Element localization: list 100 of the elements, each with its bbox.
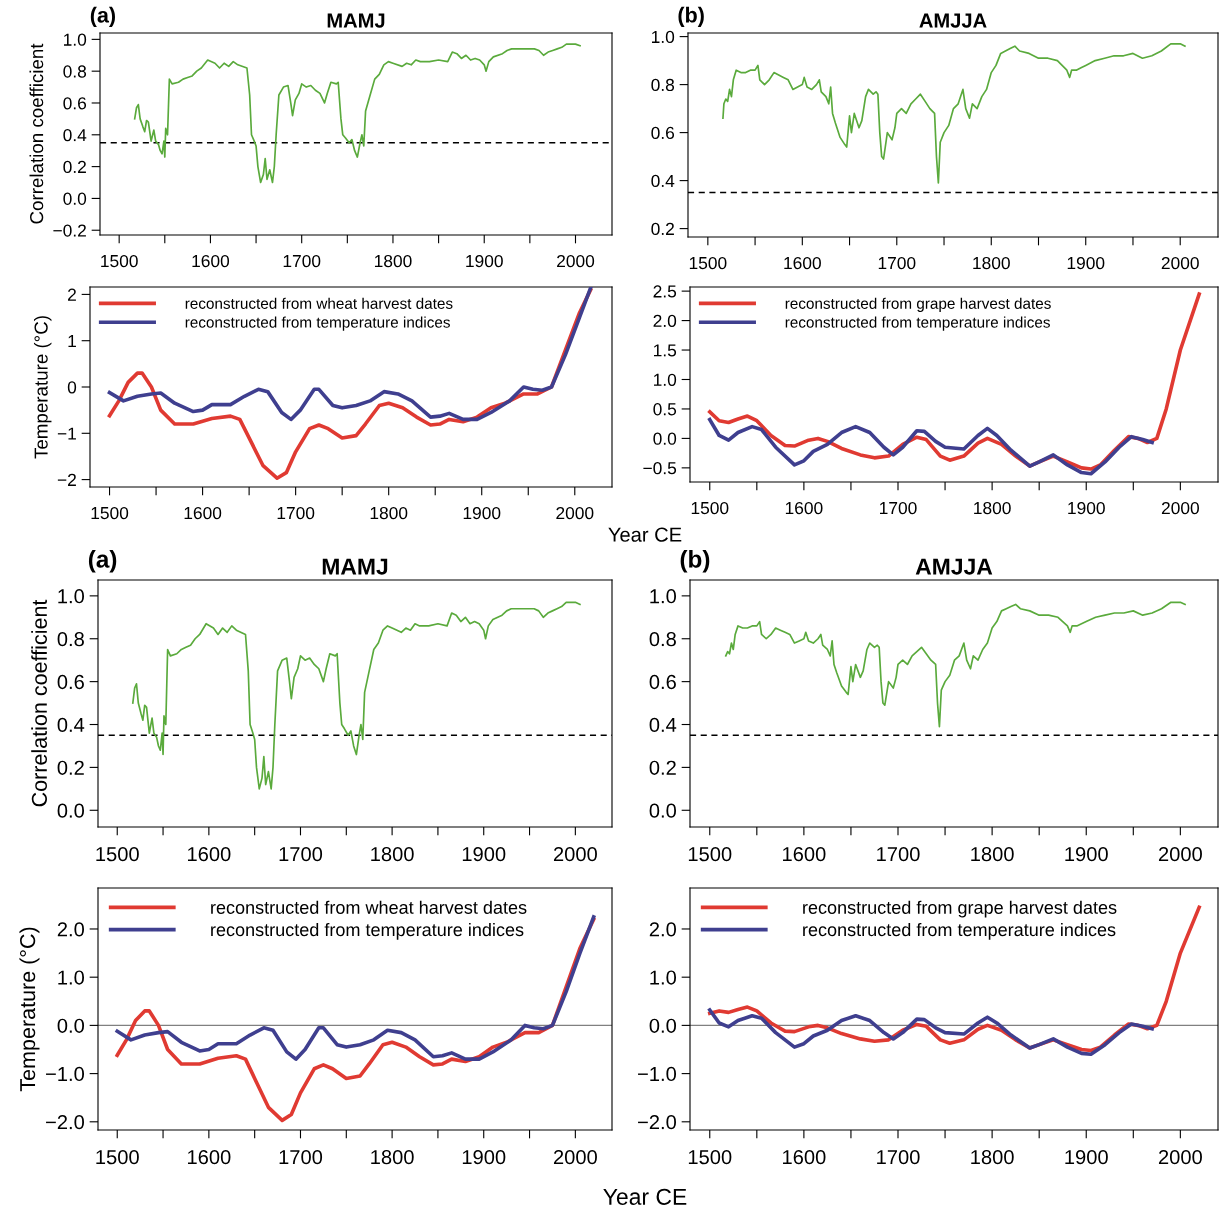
y-tick-label: 2.5 — [653, 285, 677, 298]
y-tick-label: 0.8 — [57, 631, 84, 647]
x-tick-label: 1800 — [371, 846, 414, 862]
x-tick-label: 1700 — [877, 1149, 920, 1165]
y-tick-label: 0.6 — [651, 126, 675, 140]
x-tick-label: 1500 — [96, 846, 139, 862]
y-tick-label: 0.4 — [649, 717, 677, 733]
legend-label: reconstructed from wheat harvest dates — [211, 900, 527, 914]
y-tick-label: 1 — [68, 335, 76, 347]
text: (a) — [88, 549, 117, 573]
y-tick-label: 1.0 — [650, 970, 677, 985]
chart-title: MAMJ — [327, 13, 385, 28]
text: (a) — [90, 6, 115, 27]
y-tick-label: 1.5 — [654, 344, 677, 357]
legend-label: reconstructed from grape harvest dates — [785, 297, 1051, 312]
y-tick-label: 1.0 — [650, 589, 677, 604]
x-tick-label: 1700 — [880, 501, 917, 515]
x-tick-label: 1800 — [374, 254, 412, 268]
x-tick-label: 1600 — [785, 501, 823, 515]
y-axis-title: Correlation coefficient — [29, 43, 44, 224]
line-series — [131, 601, 581, 790]
legend-label: reconstructed from grape harvest dates — [803, 900, 1117, 918]
y-tick-label: −0.2 — [53, 224, 86, 237]
x-tick-label: 2000 — [1161, 501, 1199, 515]
x-tick-label: 1800 — [971, 1149, 1014, 1165]
y-tick-label: 0.6 — [649, 674, 676, 690]
y-tick-label: 0.2 — [63, 160, 86, 174]
line-series — [107, 287, 593, 422]
y-tick-label: −2.0 — [638, 1115, 677, 1130]
line-series — [707, 1008, 1154, 1057]
x-tick-label: 1800 — [974, 501, 1011, 515]
y-tick-label: 0.4 — [63, 128, 87, 142]
y-tick-label: 1.0 — [652, 30, 675, 44]
line-series — [707, 417, 1154, 476]
y-tick-label: 1.0 — [58, 589, 85, 604]
y-axis-title: Correlation coefficient — [31, 599, 47, 807]
x-tick-label: 1900 — [463, 506, 501, 520]
x-tick-label: 2000 — [553, 846, 597, 862]
y-tick-label: 0.0 — [57, 803, 85, 818]
y-tick-label: −0.5 — [643, 462, 677, 475]
chart-title: AMJJA — [915, 558, 993, 575]
x-tick-label: 1800 — [370, 506, 408, 520]
y-axis-title: Temperature (°C) — [33, 316, 52, 459]
x-tick-label: 1600 — [192, 254, 230, 268]
x-tick-label: 2000 — [553, 1149, 597, 1165]
y-tick-label: 0.8 — [651, 78, 675, 92]
x-tick-label: 2000 — [556, 506, 594, 520]
x-tick-label: 2000 — [1158, 846, 1202, 862]
y-tick-label: 0.0 — [57, 1018, 85, 1033]
x-tick-label: 1700 — [279, 846, 323, 862]
y-tick-label: 2.0 — [649, 922, 677, 937]
x-tick-label: 1900 — [1065, 846, 1108, 862]
y-tick-label: 0.8 — [649, 631, 676, 647]
x-tick-label: 1500 — [101, 254, 138, 268]
y-tick-label: −2.0 — [46, 1115, 85, 1130]
legend-label: reconstructed from temperature indices — [803, 922, 1116, 940]
legend-label: reconstructed from temperature indices — [185, 316, 450, 331]
x-tick-label: 1500 — [691, 501, 729, 515]
y-tick-label: 0.2 — [57, 760, 84, 775]
x-axis-title: Year CE — [608, 527, 682, 542]
y-tick-label: −1.0 — [46, 1066, 85, 1082]
x-tick-label: 1500 — [688, 1149, 732, 1165]
y-tick-label: 0.6 — [63, 97, 87, 110]
x-tick-label: 1900 — [462, 1149, 506, 1165]
y-tick-label: 1.0 — [654, 373, 677, 386]
x-tick-label: 1800 — [971, 846, 1014, 862]
y-tick-label: 0.2 — [651, 222, 674, 236]
line-series — [724, 601, 1186, 728]
legend-label: reconstructed from wheat harvest dates — [185, 297, 453, 309]
y-tick-label: 0.2 — [649, 760, 676, 775]
y-tick-label: 0.4 — [57, 717, 85, 733]
x-tick-label: 1900 — [1068, 501, 1105, 515]
chart-title: MAMJ — [322, 558, 388, 575]
x-tick-label: 1900 — [1065, 1149, 1108, 1165]
y-axis-title: Temperature (°C) — [19, 927, 40, 1092]
x-tick-label: 2000 — [1161, 256, 1199, 270]
x-tick-label: 1700 — [277, 506, 315, 520]
chart-title: AMJJA — [919, 13, 987, 28]
y-tick-label: −2 — [57, 473, 76, 486]
x-tick-label: 1900 — [1067, 256, 1105, 270]
y-tick-label: 0.0 — [649, 803, 677, 818]
y-tick-label: 2 — [68, 288, 76, 301]
x-tick-label: 2000 — [1158, 1149, 1202, 1165]
legend-label: reconstructed from temperature indices — [785, 316, 1050, 331]
y-tick-label: −1.0 — [638, 1066, 677, 1082]
x-tick-label: 1900 — [462, 846, 506, 862]
y-tick-label: −1 — [57, 427, 76, 440]
x-tick-label: 1600 — [784, 256, 821, 270]
y-tick-label: 0.6 — [57, 674, 84, 690]
x-tick-label: 1500 — [91, 506, 129, 520]
x-tick-label: 1700 — [279, 1149, 323, 1165]
line-series — [133, 43, 581, 184]
x-tick-label: 1600 — [184, 506, 222, 520]
y-tick-label: 0.0 — [653, 432, 677, 445]
x-tick-label: 1600 — [188, 1149, 231, 1165]
y-tick-label: 0 — [67, 381, 77, 394]
x-tick-label: 1500 — [96, 1149, 139, 1165]
y-tick-label: 1.0 — [58, 970, 85, 985]
legend-label: reconstructed from temperature indices — [211, 922, 524, 940]
text: (b) — [680, 549, 710, 573]
